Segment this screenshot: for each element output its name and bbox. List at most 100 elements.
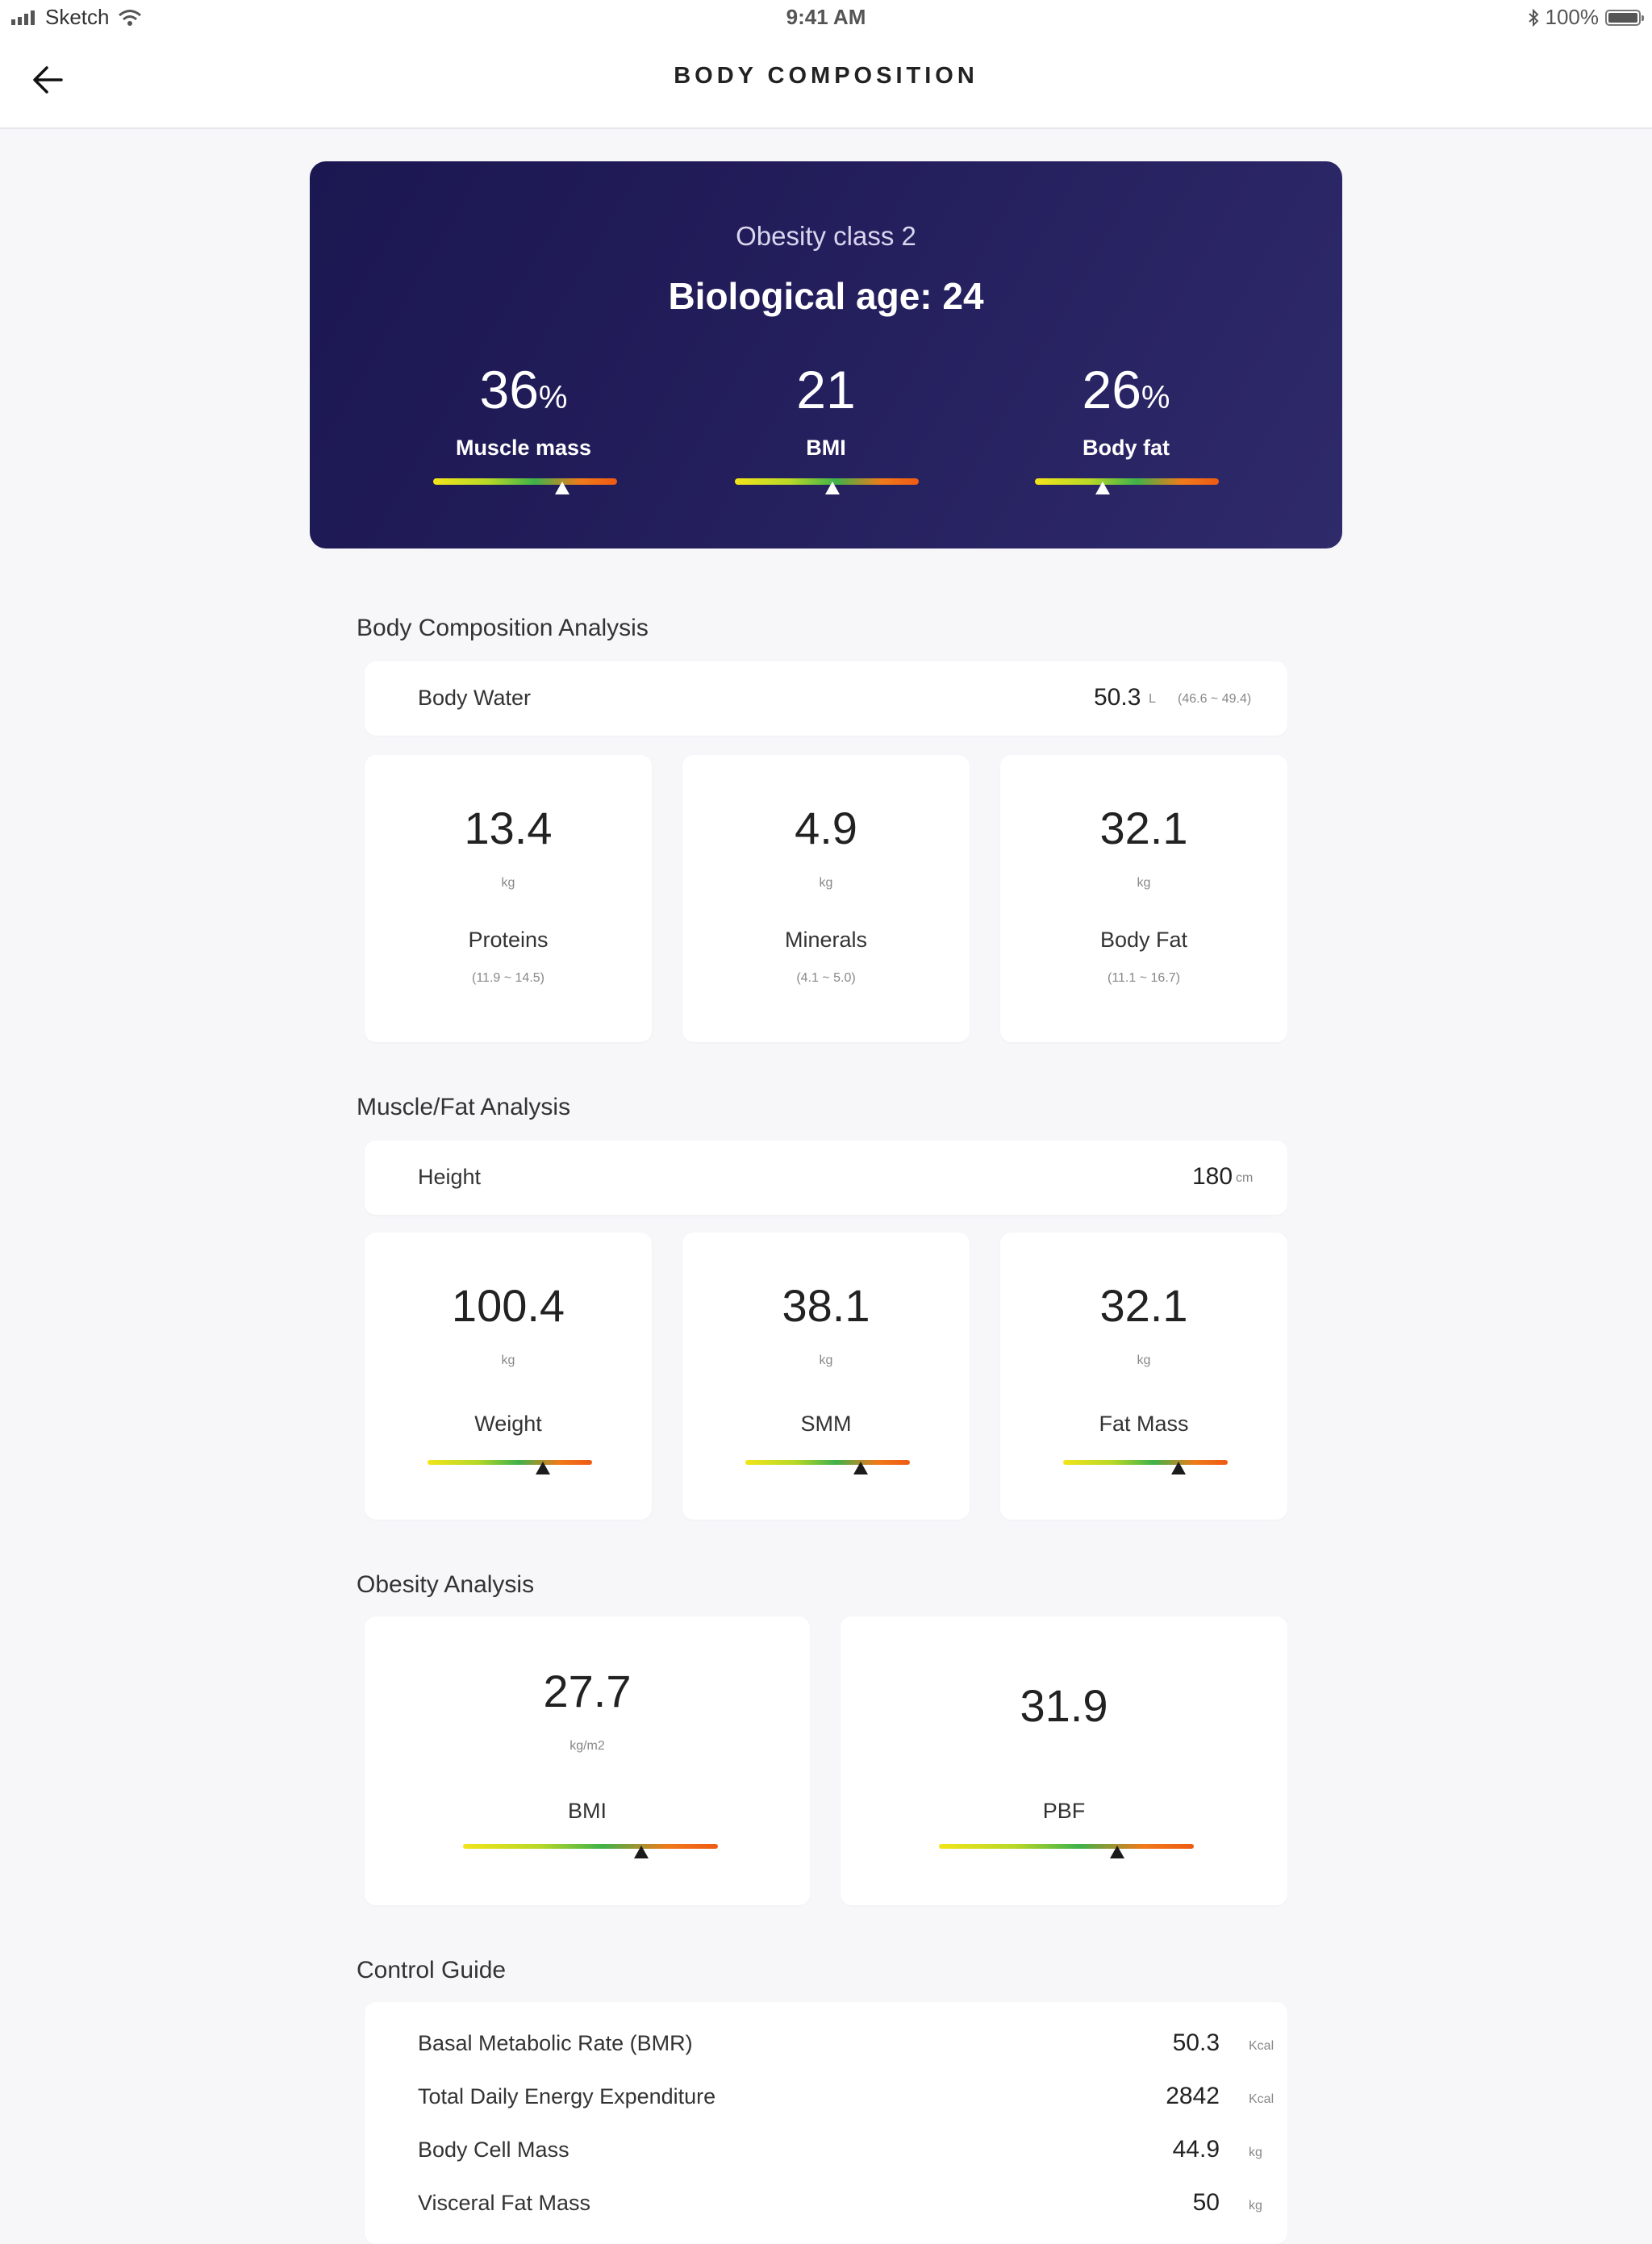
tile-unit: kg/m2 [569, 1739, 605, 1753]
tile-proteins[interactable]: 13.4 kg Proteins (11.9 ~ 14.5) [365, 755, 652, 1042]
tile-range: (11.9 ~ 14.5) [472, 971, 544, 985]
section-title-body-composition: Body Composition Analysis [357, 615, 649, 641]
wifi-icon [118, 9, 141, 26]
bluetooth-icon [1528, 8, 1538, 27]
tile-value: 100.4 [451, 1280, 565, 1331]
tile-name: SMM [800, 1412, 852, 1436]
summary-card: Obesity class 2 Biological age: 24 36% M… [310, 161, 1342, 548]
guide-value: 44.9 [1172, 2136, 1220, 2163]
status-bar: Sketch 9:41 AM 100% [0, 0, 1652, 35]
muscle-mass-gauge [433, 478, 617, 494]
tile-name: Weight [474, 1412, 542, 1436]
guide-value: 2842 [1166, 2083, 1220, 2109]
guide-unit: Kcal [1249, 2092, 1274, 2106]
carrier-label: Sketch [45, 5, 110, 29]
tile-value: 31.9 [1020, 1680, 1108, 1731]
metric-label: BMI [806, 436, 846, 460]
guide-unit: kg [1249, 2199, 1262, 2213]
tile-value: 32.1 [1099, 1280, 1188, 1331]
metric-label: Body fat [1083, 436, 1170, 460]
signal-icon [11, 10, 35, 25]
tile-pbf[interactable]: 31.9 PBF [841, 1616, 1287, 1905]
status-time: 9:41 AM [786, 5, 866, 29]
tile-bmi[interactable]: 27.7 kg/m2 BMI [365, 1616, 810, 1905]
section-title-muscle-fat: Muscle/Fat Analysis [357, 1094, 571, 1120]
metric-value: 36 [479, 360, 539, 419]
guide-value: 50 [1192, 2189, 1220, 2216]
gauge-marker [824, 482, 840, 494]
tile-value: 27.7 [543, 1666, 632, 1716]
smm-gauge [745, 1460, 910, 1474]
back-arrow-icon[interactable] [29, 60, 69, 100]
status-right: 100% [1528, 5, 1644, 30]
height-row[interactable]: Height 180 cm [365, 1141, 1287, 1215]
section-title-control-guide: Control Guide [357, 1957, 507, 1983]
row-label: Body Water [418, 686, 532, 710]
guide-label: Basal Metabolic Rate (BMR) [418, 2031, 693, 2055]
metric-value: 26 [1082, 360, 1141, 419]
tile-value: 4.9 [795, 803, 857, 853]
hero-metric-bmi: 21 BMI [721, 363, 931, 461]
tile-name: Minerals [784, 928, 868, 952]
gauge-marker [554, 482, 569, 494]
tile-weight[interactable]: 100.4 kg Weight [365, 1233, 652, 1520]
tile-name: Proteins [468, 928, 549, 952]
tile-name: PBF [1042, 1799, 1086, 1823]
tile-unit: kg [819, 1353, 833, 1367]
navigation-bar: BODY COMPOSITION [0, 35, 1652, 129]
tile-value: 38.1 [782, 1280, 870, 1331]
gauge-marker [535, 1462, 550, 1474]
weight-gauge [428, 1460, 592, 1474]
guide-value: 50.3 [1172, 2029, 1220, 2056]
metric-label: Muscle mass [455, 436, 592, 460]
body-water-row[interactable]: Body Water 50.3 L (46.6 ~ 49.4) [365, 661, 1287, 736]
guide-unit: kg [1249, 2146, 1262, 2159]
gauge-marker [634, 1846, 649, 1858]
gauge-marker [1170, 1462, 1186, 1474]
tile-name: Fat Mass [1099, 1412, 1189, 1436]
tile-unit: kg [501, 1353, 515, 1367]
tile-unit: kg [1137, 876, 1151, 890]
section-title-obesity: Obesity Analysis [357, 1571, 535, 1598]
obesity-class-label: Obesity class 2 [736, 221, 916, 251]
guide-row-visceral-fat[interactable]: Visceral Fat Mass 50 kg [365, 2181, 1287, 2229]
battery-icon [1605, 9, 1644, 26]
row-unit: cm [1236, 1171, 1254, 1185]
pbf-gauge [939, 1844, 1194, 1858]
tile-range: (4.1 ~ 5.0) [796, 971, 856, 985]
control-guide-card: Basal Metabolic Rate (BMR) 50.3 Kcal Tot… [365, 2002, 1287, 2244]
tile-value: 13.4 [464, 803, 553, 853]
hero-metric-muscle-mass: 36% Muscle mass [419, 363, 628, 461]
battery-percent: 100% [1545, 5, 1600, 29]
fat-mass-gauge [1063, 1460, 1228, 1474]
tile-value: 32.1 [1099, 803, 1188, 853]
tile-body-fat[interactable]: 32.1 kg Body Fat (11.1 ~ 16.7) [1000, 755, 1287, 1042]
row-label: Height [418, 1165, 482, 1189]
metric-unit: % [538, 380, 568, 415]
tile-smm[interactable]: 38.1 kg SMM [682, 1233, 970, 1520]
status-left: Sketch [11, 5, 142, 30]
row-unit: L [1149, 692, 1156, 706]
bmi-gauge [735, 478, 919, 494]
guide-label: Total Daily Energy Expenditure [418, 2084, 716, 2108]
metric-unit: % [1141, 380, 1170, 415]
body-fat-gauge [1035, 478, 1219, 494]
guide-unit: Kcal [1249, 2039, 1274, 2053]
guide-row-body-cell-mass[interactable]: Body Cell Mass 44.9 kg [365, 2128, 1287, 2176]
tile-unit: kg [501, 876, 515, 890]
tile-unit: kg [819, 876, 833, 890]
bmi-gauge [463, 1844, 718, 1858]
metric-value: 21 [796, 360, 856, 419]
tile-unit: kg [1137, 1353, 1151, 1367]
tile-minerals[interactable]: 4.9 kg Minerals (4.1 ~ 5.0) [682, 755, 970, 1042]
row-value: 180 [1192, 1163, 1233, 1190]
tile-fat-mass[interactable]: 32.1 kg Fat Mass [1000, 1233, 1287, 1520]
guide-label: Body Cell Mass [418, 2138, 569, 2162]
tile-range: (11.1 ~ 16.7) [1108, 971, 1180, 985]
guide-row-tdee[interactable]: Total Daily Energy Expenditure 2842 Kcal [365, 2075, 1287, 2123]
row-range: (46.6 ~ 49.4) [1178, 692, 1252, 706]
guide-row-bmr[interactable]: Basal Metabolic Rate (BMR) 50.3 Kcal [365, 2021, 1287, 2070]
tile-name: Body Fat [1099, 928, 1188, 952]
hero-metric-body-fat: 26% Body fat [1021, 363, 1231, 461]
gauge-marker [853, 1462, 868, 1474]
